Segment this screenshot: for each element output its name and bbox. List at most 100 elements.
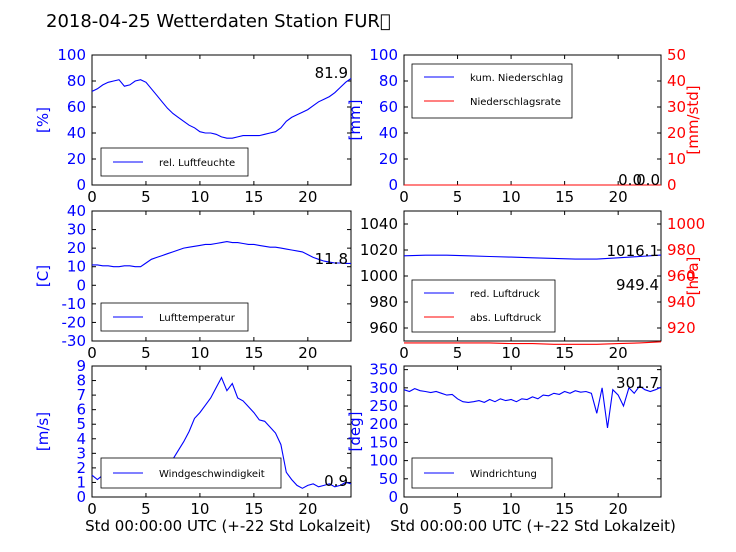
y-tick-label: 100 [369,46,398,64]
y-tick-label: 50 [379,470,398,488]
y-tick-label: 0 [388,176,398,194]
legend-label: Lufttemperatur [159,313,236,324]
y-right-tick-label: 10 [667,150,686,168]
value-annotation: 81.9 [315,64,348,82]
y-right-axis-label: [hPa] [684,257,702,296]
y-tick-label: 100 [369,452,398,470]
y-tick-label: -20 [62,313,87,331]
y-tick-label: 60 [379,98,398,116]
y-axis-label: [C] [34,265,52,287]
y-right-tick-label: 20 [667,124,686,142]
y-right-tick-label: 0 [667,176,677,194]
y-right-tick-label: 30 [667,98,686,116]
y-tick-label: -30 [62,332,87,350]
legend-label: red. Luftdruck [470,289,540,300]
plot-frame [91,210,352,342]
panel-humidity: 0 5 10 15 20 0 20 40 60 80 100 [%] 81.9 rel. Luftfeuc… [34,46,352,206]
value-annotation: 1016.1 [607,242,660,260]
y-tick-label: 1020 [360,241,398,259]
y-tick-label: 0 [388,488,398,506]
value-annotation: 0.0 [636,171,660,189]
x-tick-label: 15 [244,188,263,206]
y-tick-label: 0 [76,276,86,294]
x-tick-label: 20 [609,188,628,206]
value-annotation: 0.0 [618,171,642,189]
x-tick-label: 15 [555,188,574,206]
series-line-1 [404,341,662,345]
y-tick-label: 2 [76,459,86,477]
y-right-tick-label: 1000 [667,215,705,233]
y-tick-label: 100 [57,46,86,64]
legend-label: rel. Luftfeuchte [159,158,235,169]
y-tick-label: 6 [76,401,86,419]
y-tick-label: 350 [369,361,398,379]
legend-label: Niederschlagsrate [470,97,561,108]
y-tick-label: 20 [379,150,398,168]
y-tick-label: 960 [369,319,398,337]
y-right-tick-label: 960 [667,267,696,285]
x-tick-label: 0 [399,500,409,518]
legend-label: Windgeschwindigkeit [159,469,265,480]
y-right-tick-label: 980 [667,241,696,259]
panel-precipitation: 0 5 10 15 20 0 20 40 60 80 100 [mm] 0 10 20 30 40 50 [mm/s… [346,46,702,206]
y-tick-label: 300 [369,379,398,397]
y-tick-label: 40 [379,124,398,142]
y-tick-label: -10 [62,295,87,313]
y-right-tick-label: 50 [667,46,686,64]
y-tick-label: 3 [76,444,86,462]
legend-label: abs. Luftdruck [470,313,541,324]
y-right-tick-label: 40 [667,72,686,90]
y-tick-label: 0 [76,488,86,506]
x-tick-label: 15 [244,500,263,518]
x-tick-label: 5 [453,344,463,362]
y-axis-label: [mm] [346,100,364,141]
panel-wind_speed: 0 5 10 15 200123456789[m/s]0.9Windgeschwindi… [34,357,352,518]
value-annotation: 11.8 [315,250,348,268]
series-line-0 [92,241,351,268]
series-line-0 [91,77,352,139]
y-tick-label: 250 [369,397,398,415]
y-tick-label: 80 [379,72,398,90]
y-right-tick-label: 940 [667,293,696,311]
x-tick-label: 15 [555,500,574,518]
panel-pressure: 0 5 10 15 20 960 980 1000 1020 1040 920 940 960 980 10… [360,210,705,362]
y-tick-label: 4 [76,430,86,448]
x-tick-label: 5 [141,344,151,362]
y-tick-label: 5 [76,415,86,433]
value-annotation: 301.7 [616,374,659,392]
x-tick-label: 10 [190,344,209,362]
y-tick-label: 40 [67,124,86,142]
x-tick-label: 10 [190,500,209,518]
x-tick-label: 0 [87,188,97,206]
xlabel-left: Std 00:00:00 UTC (+-22 Std Lokalzeit) [85,517,371,535]
legend-label: Windrichtung [470,469,537,480]
x-tick-label: 0 [87,344,97,362]
y-tick-label: 10 [67,258,86,276]
x-tick-label: 10 [190,188,209,206]
y-tick-label: 40 [67,202,86,220]
x-tick-label: 20 [609,500,628,518]
x-tick-label: 20 [298,500,317,518]
y-tick-label: 980 [369,293,398,311]
plot-frame [91,54,352,186]
panel-wind_direction: 0 5 10 15 20050100150200250300350[deg]301.7W… [346,361,662,518]
x-tick-label: 0 [399,188,409,206]
legend-box [411,63,573,119]
y-tick-label: 20 [67,150,86,168]
figure-title: 2018-04-25 Wetterdaten Station FUR  [46,11,391,32]
y-tick-label: 20 [67,239,86,257]
series-line-0 [403,385,662,428]
legend-label: kum. Niederschlag [470,73,563,84]
y-tick-label: 8 [76,372,86,390]
y-tick-label: 7 [76,386,86,404]
x-tick-label: 5 [141,500,151,518]
y-right-tick-label: 920 [667,319,696,337]
series-line-0 [403,254,662,260]
x-tick-label: 20 [609,344,628,362]
value-annotation: 0.9 [324,472,348,490]
x-tick-label: 20 [298,188,317,206]
legend-box [411,279,556,333]
panel-temperature: 0 5 10 15 20-30-20-10010203040[C]11.8Lufttem… [34,202,352,362]
